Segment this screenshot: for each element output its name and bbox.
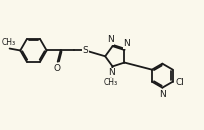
Text: CH₃: CH₃ [2, 38, 16, 47]
Text: N: N [108, 68, 114, 77]
Text: N: N [158, 90, 165, 99]
Text: CH₃: CH₃ [103, 78, 118, 87]
Text: O: O [53, 64, 60, 73]
Text: N: N [106, 35, 113, 44]
Text: N: N [122, 39, 129, 48]
Text: Cl: Cl [175, 78, 184, 87]
Text: S: S [82, 46, 88, 55]
